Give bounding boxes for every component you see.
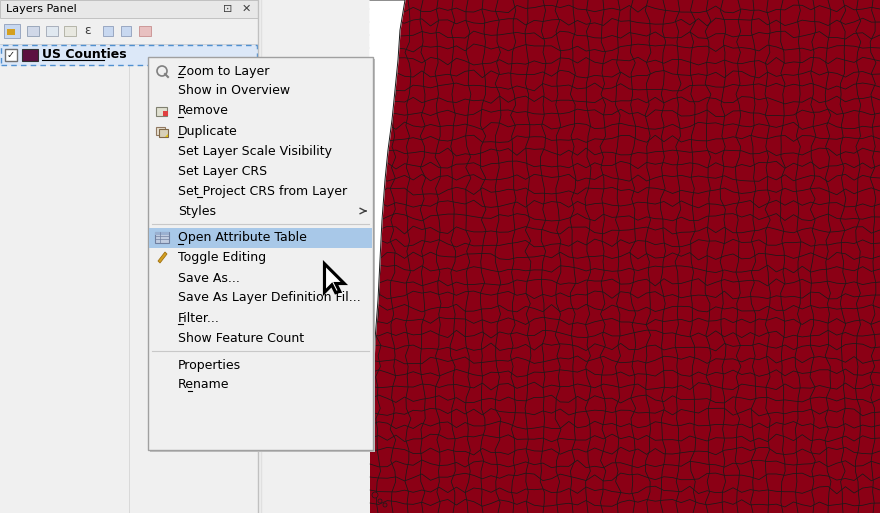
Bar bbox=[27, 26, 39, 36]
Bar bbox=[0, 44, 258, 66]
Bar bbox=[159, 129, 168, 137]
Bar bbox=[0, 18, 258, 44]
Bar bbox=[0, 0, 258, 18]
Text: Save As...: Save As... bbox=[178, 271, 240, 285]
Bar bbox=[148, 57, 373, 450]
Bar bbox=[121, 26, 131, 36]
Bar bbox=[103, 26, 113, 36]
Bar bbox=[7, 29, 15, 35]
Text: Properties: Properties bbox=[178, 359, 241, 371]
Bar bbox=[155, 232, 169, 243]
Bar bbox=[46, 26, 58, 36]
Bar bbox=[156, 107, 167, 116]
Text: Show Feature Count: Show Feature Count bbox=[178, 331, 304, 345]
Text: Set Layer Scale Visibility: Set Layer Scale Visibility bbox=[178, 145, 332, 157]
Text: ε: ε bbox=[84, 25, 92, 37]
Polygon shape bbox=[165, 134, 168, 137]
Circle shape bbox=[372, 492, 378, 498]
Text: Set Project CRS from Layer: Set Project CRS from Layer bbox=[178, 185, 347, 198]
Bar bbox=[370, 0, 880, 513]
Bar bbox=[1, 45, 257, 65]
Text: ⊡: ⊡ bbox=[224, 4, 232, 14]
Bar bbox=[0, 0, 258, 513]
Circle shape bbox=[378, 499, 382, 503]
Bar bbox=[5, 49, 17, 61]
Text: Show in Overview: Show in Overview bbox=[178, 85, 290, 97]
Text: Set Layer CRS: Set Layer CRS bbox=[178, 165, 268, 177]
Bar bbox=[370, 0, 880, 513]
Bar bbox=[163, 111, 168, 116]
Polygon shape bbox=[325, 265, 343, 292]
Text: US Counties: US Counties bbox=[42, 49, 127, 62]
Text: Toggle Editing: Toggle Editing bbox=[178, 251, 266, 265]
Bar bbox=[149, 228, 372, 248]
Circle shape bbox=[383, 503, 387, 507]
Bar bbox=[156, 127, 165, 135]
Bar bbox=[139, 26, 151, 36]
Text: Rename: Rename bbox=[178, 379, 230, 391]
Text: Save As Layer Definition Fil...: Save As Layer Definition Fil... bbox=[178, 291, 361, 305]
Polygon shape bbox=[158, 252, 167, 263]
Bar bbox=[155, 232, 169, 235]
Text: Styles: Styles bbox=[178, 205, 216, 218]
Text: Duplicate: Duplicate bbox=[178, 125, 238, 137]
Text: Zoom to Layer: Zoom to Layer bbox=[178, 65, 269, 77]
Bar bbox=[22, 49, 38, 61]
Bar bbox=[64, 26, 76, 36]
Text: ✕: ✕ bbox=[241, 4, 251, 14]
Polygon shape bbox=[370, 0, 405, 420]
Text: Filter...: Filter... bbox=[178, 311, 220, 325]
Text: Remove: Remove bbox=[178, 105, 229, 117]
Bar bbox=[4, 24, 20, 38]
Text: Open Attribute Table: Open Attribute Table bbox=[178, 231, 307, 245]
Bar bbox=[150, 59, 375, 452]
Text: ✓: ✓ bbox=[7, 50, 15, 60]
Polygon shape bbox=[325, 265, 343, 292]
Text: Layers Panel: Layers Panel bbox=[6, 4, 77, 14]
